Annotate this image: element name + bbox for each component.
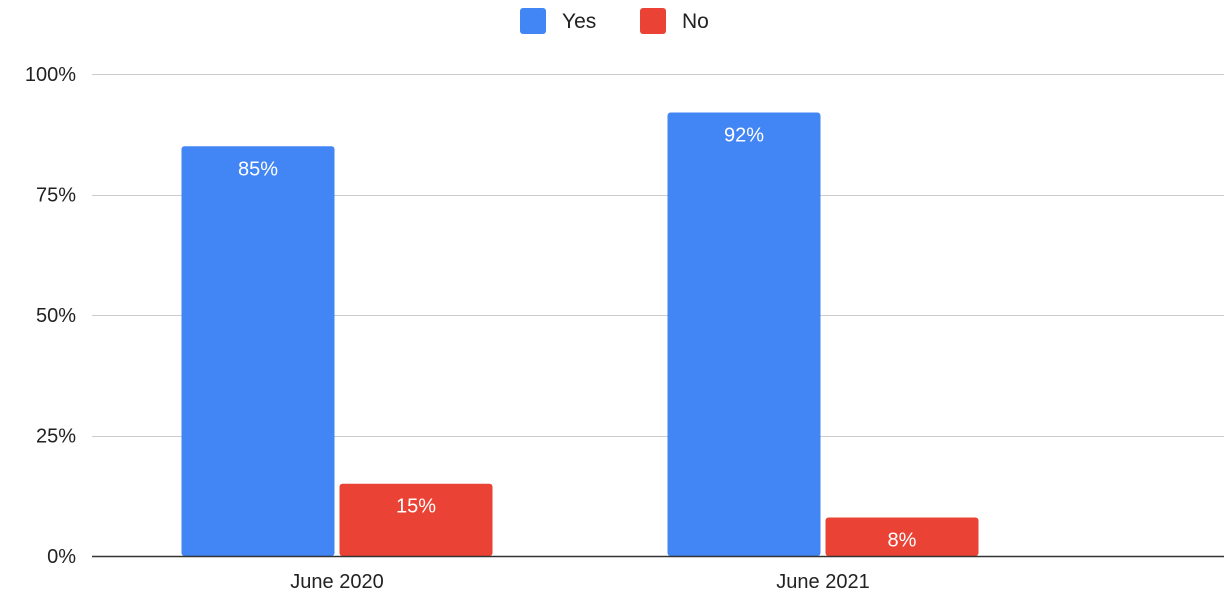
- y-tick-label: 75%: [36, 185, 76, 207]
- data-label-yes: 85%: [238, 158, 278, 180]
- legend-item-no[interactable]: No: [640, 8, 709, 34]
- legend-swatch: [640, 8, 666, 34]
- bar-yes: [181, 146, 335, 557]
- legend-item-yes[interactable]: Yes: [520, 8, 596, 34]
- x-category-label: June 2021: [776, 571, 869, 593]
- legend: Yes No: [520, 8, 709, 34]
- data-label-yes: 92%: [724, 125, 764, 147]
- y-tick-label: 50%: [36, 305, 76, 327]
- y-tick-label: 0%: [47, 546, 76, 568]
- y-axis: 0% 25% 50% 75% 100%: [25, 64, 76, 568]
- bar-no: [339, 483, 493, 556]
- bar-yes: [667, 112, 821, 556]
- data-label-no: 8%: [888, 529, 917, 551]
- data-label-no: 15%: [396, 496, 436, 518]
- x-category-label: June 2020: [290, 571, 383, 593]
- legend-swatch: [520, 8, 546, 34]
- x-axis: June 2020 June 2021: [92, 555, 1224, 593]
- bar-no: [825, 517, 979, 556]
- legend-label: Yes: [562, 10, 596, 33]
- y-tick-label: 100%: [25, 64, 76, 86]
- bars: 85% 15% 92% 8%: [181, 112, 979, 557]
- legend-label: No: [682, 10, 709, 33]
- y-tick-label: 25%: [36, 426, 76, 448]
